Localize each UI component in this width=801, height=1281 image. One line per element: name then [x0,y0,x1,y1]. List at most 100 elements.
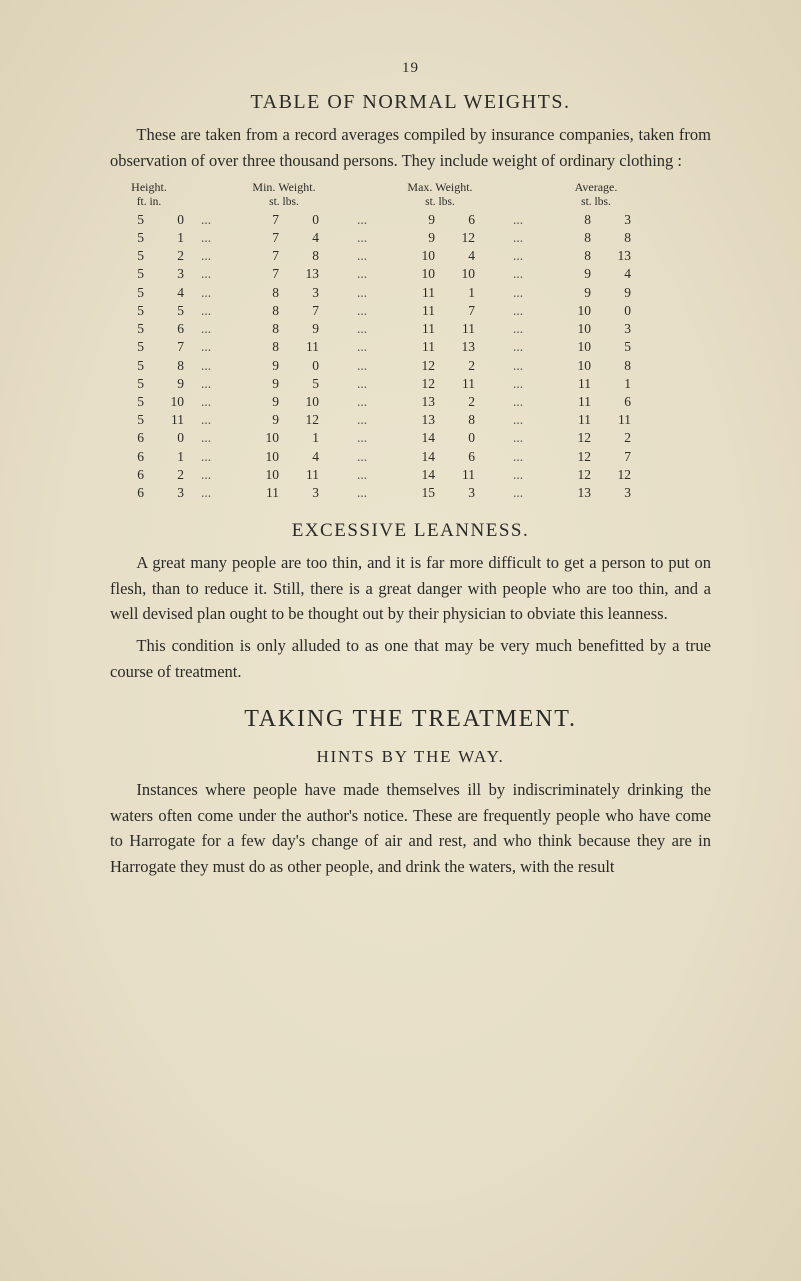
intro-paragraph: These are taken from a record averages c… [110,122,711,173]
table-cell: 146 [380,448,500,466]
table-cell: 56 [110,320,188,338]
ellipsis-separator: ... [500,429,536,447]
table-cell: 1011 [224,466,344,484]
table-row: 60...101...140...122 [110,429,711,447]
table-cell: 153 [380,484,500,502]
col-sep [188,179,224,195]
ellipsis-separator: ... [500,265,536,283]
ellipsis-separator: ... [188,484,224,502]
table-cell: 1111 [380,320,500,338]
page-number: 19 [110,60,711,77]
col-sub-max: st. lbs. [380,195,500,211]
table-title: TABLE OF NORMAL WEIGHTS. [110,91,711,114]
table-cell: 108 [536,357,656,375]
table-cell: 59 [110,375,188,393]
table-cell: 95 [224,375,344,393]
page: 19 TABLE OF NORMAL WEIGHTS. These are ta… [0,0,801,1281]
col-head-height: Height. [110,179,188,195]
ellipsis-separator: ... [500,211,536,229]
table-row: 511...912...138...1111 [110,411,711,429]
ellipsis-separator: ... [344,411,380,429]
table-cell: 52 [110,247,188,265]
table-cell: 140 [380,429,500,447]
table-row: 50...70...96...83 [110,211,711,229]
table-cell: 55 [110,302,188,320]
table-cell: 713 [224,265,344,283]
table-cell: 90 [224,357,344,375]
table-cell: 111 [536,375,656,393]
ellipsis-separator: ... [344,284,380,302]
col-sep [500,179,536,195]
col-head-avg: Average. [536,179,656,195]
table-cell: 127 [536,448,656,466]
col-sub-min: st. lbs. [224,195,344,211]
table-cell: 1411 [380,466,500,484]
table-cell: 57 [110,338,188,356]
table-row: 52...78...104...813 [110,247,711,265]
table-cell: 58 [110,357,188,375]
weight-table: Height. Min. Weight. Max. Weight. Averag… [110,179,711,502]
ellipsis-separator: ... [188,393,224,411]
table-cell: 51 [110,229,188,247]
table-header-row: Height. Min. Weight. Max. Weight. Averag… [110,179,711,195]
table-cell: 104 [224,448,344,466]
ellipsis-separator: ... [500,247,536,265]
ellipsis-separator: ... [344,393,380,411]
table-cell: 912 [380,229,500,247]
table-cell: 88 [536,229,656,247]
table-row: 57...811...1113...105 [110,338,711,356]
leanness-paragraph-1: A great many people are too thin, and it… [110,550,711,627]
ellipsis-separator: ... [344,357,380,375]
ellipsis-separator: ... [500,448,536,466]
table-row: 51...74...912...88 [110,229,711,247]
table-cell: 122 [536,429,656,447]
col-sep [188,195,224,211]
table-cell: 96 [380,211,500,229]
table-cell: 117 [380,302,500,320]
ellipsis-separator: ... [188,466,224,484]
ellipsis-separator: ... [500,229,536,247]
ellipsis-separator: ... [344,484,380,502]
ellipsis-separator: ... [188,357,224,375]
table-cell: 63 [110,484,188,502]
ellipsis-separator: ... [188,211,224,229]
table-row: 62...1011...1411...1212 [110,466,711,484]
col-head-max: Max. Weight. [380,179,500,195]
ellipsis-separator: ... [344,211,380,229]
table-cell: 1111 [536,411,656,429]
table-cell: 100 [536,302,656,320]
ellipsis-separator: ... [500,393,536,411]
table-cell: 99 [536,284,656,302]
table-cell: 1113 [380,338,500,356]
ellipsis-separator: ... [344,375,380,393]
table-cell: 74 [224,229,344,247]
table-cell: 1010 [380,265,500,283]
table-cell: 83 [536,211,656,229]
ellipsis-separator: ... [344,247,380,265]
ellipsis-separator: ... [344,229,380,247]
table-cell: 53 [110,265,188,283]
table-row: 56...89...1111...103 [110,320,711,338]
table-subheader-row: ft. in. st. lbs. st. lbs. st. lbs. [110,195,711,211]
ellipsis-separator: ... [188,229,224,247]
table-cell: 132 [380,393,500,411]
ellipsis-separator: ... [344,320,380,338]
table-cell: 103 [536,320,656,338]
ellipsis-separator: ... [188,302,224,320]
table-cell: 50 [110,211,188,229]
table-row: 510...910...132...116 [110,393,711,411]
ellipsis-separator: ... [500,320,536,338]
table-row: 55...87...117...100 [110,302,711,320]
ellipsis-separator: ... [188,284,224,302]
leanness-paragraph-2: This condition is only alluded to as one… [110,633,711,684]
table-cell: 101 [224,429,344,447]
col-head-min: Min. Weight. [224,179,344,195]
table-cell: 89 [224,320,344,338]
table-cell: 811 [224,338,344,356]
ellipsis-separator: ... [188,338,224,356]
ellipsis-separator: ... [500,484,536,502]
ellipsis-separator: ... [500,302,536,320]
ellipsis-separator: ... [500,411,536,429]
treatment-title: TAKING THE TREATMENT. [110,706,711,733]
col-sep [344,179,380,195]
